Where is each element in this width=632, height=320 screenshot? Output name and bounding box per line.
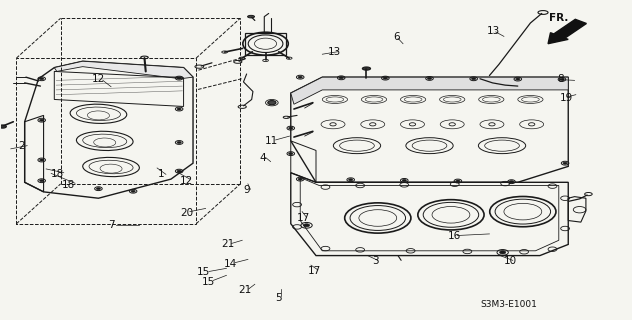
- Text: 13: 13: [328, 47, 341, 57]
- Circle shape: [427, 77, 432, 79]
- Circle shape: [499, 251, 506, 254]
- Text: 20: 20: [180, 208, 193, 218]
- Circle shape: [349, 179, 353, 181]
- Text: 5: 5: [275, 293, 281, 303]
- Circle shape: [563, 162, 567, 164]
- Circle shape: [289, 153, 293, 155]
- Circle shape: [303, 224, 310, 227]
- Circle shape: [177, 77, 181, 79]
- Circle shape: [177, 141, 181, 144]
- Text: 10: 10: [504, 256, 517, 266]
- Text: 18: 18: [62, 180, 75, 190]
- Circle shape: [40, 78, 44, 80]
- Text: 3: 3: [372, 256, 379, 266]
- Text: 6: 6: [393, 32, 400, 42]
- Text: 1: 1: [158, 169, 165, 179]
- Circle shape: [456, 180, 460, 182]
- Ellipse shape: [248, 15, 255, 18]
- Text: 7: 7: [107, 220, 114, 230]
- Text: 18: 18: [51, 169, 64, 179]
- Circle shape: [339, 77, 343, 79]
- Text: 12: 12: [180, 176, 193, 186]
- Text: 15: 15: [197, 267, 210, 277]
- Text: FR.: FR.: [549, 13, 568, 23]
- Circle shape: [177, 108, 181, 110]
- Circle shape: [298, 76, 302, 78]
- Circle shape: [471, 78, 476, 80]
- Circle shape: [177, 170, 181, 172]
- Text: 11: 11: [265, 136, 279, 146]
- Text: S3M3-E1001: S3M3-E1001: [480, 300, 537, 308]
- Text: 21: 21: [239, 285, 252, 295]
- Circle shape: [402, 179, 406, 181]
- Circle shape: [289, 127, 293, 129]
- Text: 12: 12: [92, 74, 105, 84]
- Circle shape: [509, 180, 514, 183]
- Text: 19: 19: [560, 93, 573, 103]
- Circle shape: [131, 190, 135, 192]
- Text: 13: 13: [487, 26, 501, 36]
- Circle shape: [560, 78, 564, 80]
- Circle shape: [298, 178, 302, 180]
- FancyArrow shape: [548, 19, 586, 44]
- Text: 8: 8: [557, 74, 564, 84]
- Polygon shape: [291, 77, 568, 104]
- Text: 17: 17: [308, 266, 321, 276]
- Text: 21: 21: [221, 239, 234, 249]
- Circle shape: [40, 119, 44, 121]
- Text: 2: 2: [18, 141, 25, 151]
- Ellipse shape: [268, 100, 276, 105]
- Text: 16: 16: [448, 231, 461, 242]
- Text: 15: 15: [202, 277, 216, 287]
- Text: 4: 4: [259, 153, 265, 164]
- Circle shape: [40, 180, 44, 182]
- Circle shape: [516, 78, 520, 80]
- Circle shape: [40, 159, 44, 161]
- Polygon shape: [54, 61, 193, 79]
- Text: 14: 14: [224, 259, 238, 268]
- Text: 17: 17: [297, 213, 310, 223]
- Circle shape: [96, 188, 100, 190]
- Ellipse shape: [362, 67, 370, 70]
- Text: 9: 9: [243, 185, 250, 195]
- Circle shape: [383, 77, 387, 79]
- Ellipse shape: [0, 125, 6, 128]
